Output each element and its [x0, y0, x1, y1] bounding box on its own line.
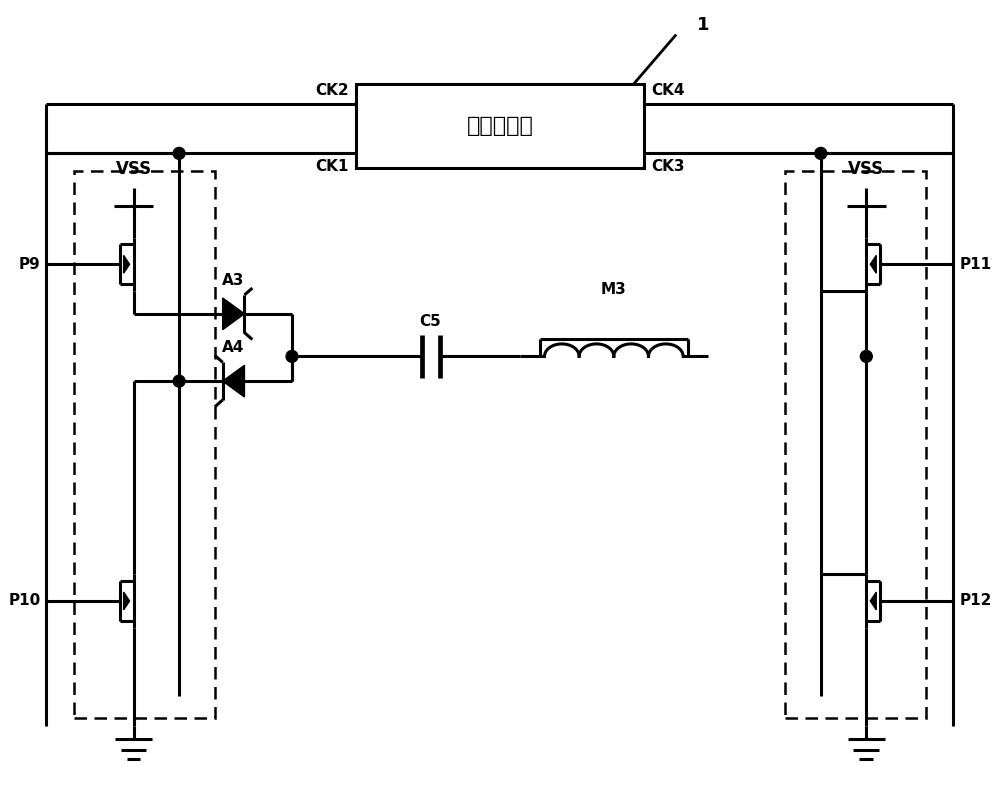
Text: CK3: CK3: [651, 159, 685, 174]
Text: C5: C5: [420, 314, 441, 328]
Text: P9: P9: [19, 257, 40, 272]
Circle shape: [173, 147, 185, 159]
Circle shape: [286, 350, 298, 362]
Polygon shape: [124, 255, 130, 273]
Polygon shape: [124, 592, 130, 610]
Polygon shape: [870, 255, 876, 273]
Text: VSS: VSS: [848, 160, 884, 178]
Polygon shape: [870, 592, 876, 610]
Circle shape: [815, 147, 827, 159]
Circle shape: [173, 375, 185, 387]
Text: 1: 1: [697, 16, 709, 34]
Text: A4: A4: [222, 340, 245, 355]
Circle shape: [860, 350, 872, 362]
Text: P11: P11: [959, 257, 992, 272]
Text: CK2: CK2: [315, 83, 348, 98]
Text: P12: P12: [959, 593, 992, 608]
Text: M3: M3: [601, 282, 627, 297]
Text: A3: A3: [222, 273, 245, 288]
Polygon shape: [223, 365, 244, 397]
Text: P10: P10: [8, 593, 40, 608]
Bar: [356, 84, 644, 168]
Text: VSS: VSS: [115, 160, 152, 178]
Bar: [74, 171, 215, 717]
Text: CK1: CK1: [315, 159, 348, 174]
Polygon shape: [223, 298, 244, 330]
Text: CK4: CK4: [651, 83, 685, 98]
Bar: [785, 171, 926, 717]
Text: 时序控制器: 时序控制器: [466, 116, 533, 136]
